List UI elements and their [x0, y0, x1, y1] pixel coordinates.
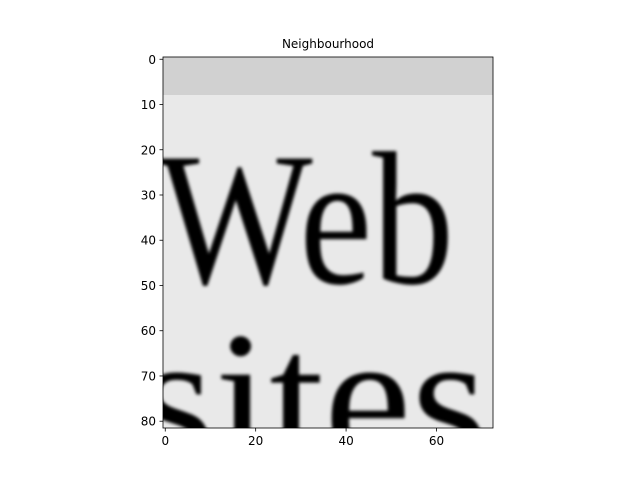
image-word: Web	[158, 115, 454, 325]
x-tick-label: 40	[338, 434, 353, 448]
y-tick-label: 40	[141, 234, 156, 248]
y-tick-label: 10	[141, 98, 156, 112]
image-word: sites	[138, 294, 488, 480]
x-tick-label: 20	[248, 434, 263, 448]
image-shade	[163, 57, 493, 95]
y-tick-label: 60	[141, 324, 156, 338]
x-tick-label: 60	[429, 434, 444, 448]
y-tick-label: 0	[148, 53, 156, 67]
y-tick-label: 20	[141, 143, 156, 157]
x-tick-label: 0	[161, 434, 169, 448]
y-tick-label: 50	[141, 279, 156, 293]
y-tick-label: 70	[141, 369, 156, 383]
y-tick-label: 80	[141, 415, 156, 429]
image: Web sites	[138, 57, 493, 480]
y-tick-label: 30	[141, 188, 156, 202]
image-background	[163, 57, 493, 428]
axes-frame	[162, 56, 494, 429]
chart-title: Neighbourhood	[282, 37, 374, 51]
